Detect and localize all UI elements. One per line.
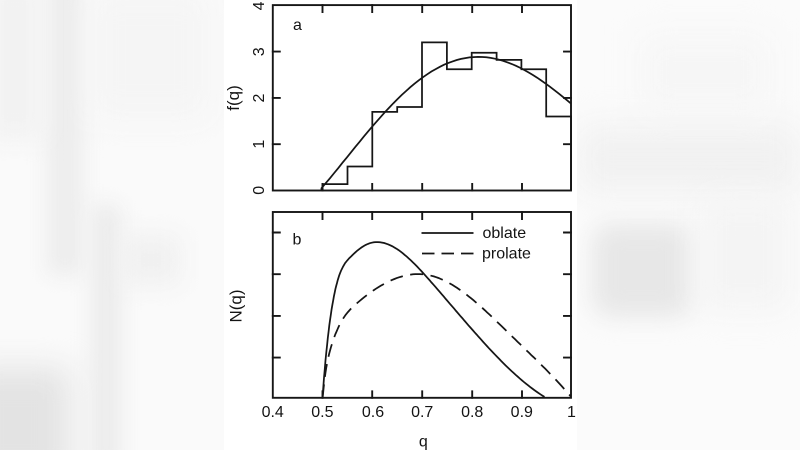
svg-text:b: b [293, 232, 302, 249]
svg-text:3: 3 [251, 47, 268, 56]
svg-text:0.9: 0.9 [511, 404, 533, 421]
svg-text:0.4: 0.4 [262, 404, 284, 421]
svg-text:oblate: oblate [483, 225, 527, 242]
svg-text:0.5: 0.5 [311, 404, 333, 421]
svg-text:0.7: 0.7 [411, 404, 433, 421]
svg-text:2: 2 [251, 93, 268, 102]
svg-text:a: a [293, 17, 302, 34]
svg-text:1: 1 [251, 140, 268, 149]
svg-text:q: q [419, 434, 428, 450]
svg-text:4: 4 [251, 1, 268, 10]
svg-text:0.8: 0.8 [461, 404, 483, 421]
svg-text:N(q): N(q) [227, 289, 246, 322]
svg-text:0: 0 [251, 186, 268, 195]
svg-text:prolate: prolate [482, 246, 531, 263]
svg-text:f(q): f(q) [224, 85, 243, 111]
svg-text:1: 1 [567, 404, 576, 421]
svg-text:0.6: 0.6 [362, 404, 384, 421]
